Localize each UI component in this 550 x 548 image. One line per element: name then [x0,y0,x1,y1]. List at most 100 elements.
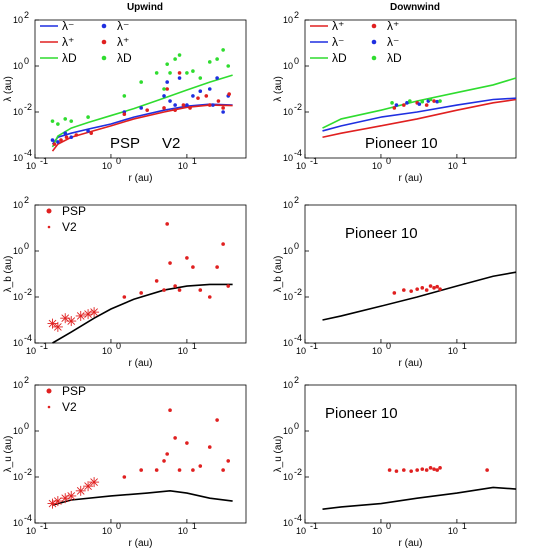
data-point [435,284,439,289]
x-axis-label: r (au) [399,358,423,369]
data-point [122,112,127,117]
data-point [185,441,189,445]
data-point [387,468,392,472]
axes-frame [304,19,517,159]
data-point [415,468,419,472]
data-point [420,99,425,104]
star-stroke [76,312,85,320]
x-tick-label: 10 [448,346,458,356]
data-point [432,286,436,290]
legend-label: V2 [62,220,77,234]
series-line [322,486,517,510]
y-tick-label: 10 [283,426,293,436]
y-tick-exponent: -4 [294,333,302,343]
data-star [66,490,77,501]
y-tick-exponent: 2 [294,195,299,205]
annotation-psp: PSP [110,135,140,152]
y-tick-label: 10 [283,107,293,117]
y-tick-label: 10 [283,292,293,302]
y-tick-label: 10 [13,380,23,390]
data-point [424,103,429,107]
data-point [165,87,169,91]
x-tick-label: 10 [102,346,112,356]
y-tick-exponent: -4 [24,333,32,343]
data-point [221,468,225,472]
data-star [75,485,86,496]
data-point [424,468,429,472]
x-tick-label: 10 [102,526,112,536]
data-star [75,310,86,321]
data-point [409,289,413,293]
data-point [417,102,422,106]
data-star [52,321,63,332]
data-star [83,481,94,492]
axes-frame [34,204,247,344]
data-point [50,138,55,142]
data-point [420,286,425,290]
y-tick-exponent: -4 [24,148,32,158]
x-tick-exponent: -1 [310,521,318,531]
data-point [139,468,143,472]
x-tick-label: 10 [372,526,382,536]
series-line [52,490,233,506]
panel-upwind-lambda-u: 10 -1 10 0 10 110 -410 -210 010 2r (au)λ_u (au) [3,375,247,548]
y-tick-exponent: -2 [24,102,32,112]
data-point [207,60,212,64]
x-tick-exponent: 0 [386,341,391,351]
data-point [165,452,169,456]
data-point [198,89,203,94]
x-tick-label: 10 [448,526,458,536]
x-tick-exponent: -1 [310,156,318,166]
data-point [162,288,166,292]
data-point [435,99,439,104]
data-point [89,131,94,135]
data-point [177,53,182,57]
legend-dot [101,39,107,45]
data-point [409,469,413,473]
y-tick-exponent: -2 [294,467,302,477]
y-tick-exponent: 0 [24,241,29,251]
y-tick-label: 10 [13,518,23,528]
data-point [168,99,172,103]
series-line [51,74,233,148]
legend-dot [371,39,377,45]
data-point [215,265,219,269]
x-axis-label: r (au) [399,173,423,184]
data-point [432,467,436,471]
x-tick-exponent: 1 [462,521,467,531]
data-point [188,106,192,110]
star-stroke [48,319,57,328]
data-point [165,62,169,66]
series-line [51,104,233,152]
data-point [204,94,209,98]
y-tick-exponent: -4 [294,513,302,523]
data-point [191,468,195,472]
data-point [402,103,406,107]
data-point [139,291,143,295]
legend-dot [46,208,52,214]
data-point [168,408,172,413]
y-tick-label: 10 [283,200,293,210]
data-star [47,318,58,329]
data-point [226,284,231,288]
x-tick-exponent: -1 [40,341,48,351]
legend-dot [101,55,107,61]
y-tick-exponent: 0 [294,421,299,431]
annotation-v2: V2 [162,135,180,152]
x-tick-label: 10 [178,526,188,536]
data-point [173,436,177,440]
panel-downwind-lambda-b: 10 -1 10 0 10 110 -410 -210 010 2r (au)λ_b (au) [273,195,517,369]
data-point [59,138,63,142]
star-stroke [54,497,62,505]
data-point [402,468,406,472]
y-tick-exponent: -2 [24,287,32,297]
data-star [47,498,58,509]
x-axis-label: r (au) [129,538,153,548]
x-tick-exponent: 0 [116,521,121,531]
data-point [221,48,225,52]
legend-dot [47,405,51,409]
y-tick-exponent: -2 [294,102,302,112]
axes-frame [34,384,247,524]
x-tick-label: 10 [26,346,36,356]
